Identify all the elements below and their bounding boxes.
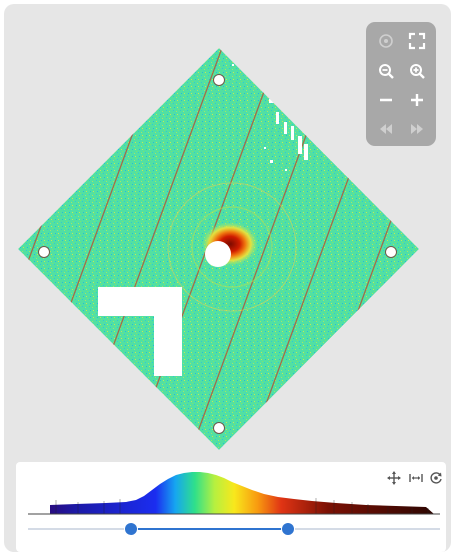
pan-button[interactable] (385, 470, 403, 486)
fullscreen-icon (408, 32, 426, 50)
mounting-holes (38, 74, 397, 434)
range-slider-high-thumb[interactable] (281, 523, 294, 535)
fullscreen-button[interactable] (402, 28, 432, 54)
range-slider-selection (131, 528, 288, 530)
viewer-toolbar (366, 22, 436, 146)
histogram-fill (50, 472, 434, 514)
zoom-out-button[interactable] (371, 58, 401, 84)
beamstop-hole (205, 241, 231, 267)
minus-icon (380, 98, 392, 102)
plus-icon (411, 94, 423, 106)
fit-range-icon (409, 474, 423, 482)
zoom-out-icon (379, 64, 394, 79)
fit-range-button[interactable] (407, 470, 425, 486)
contrast-decrease-button[interactable] (371, 87, 401, 113)
zoom-in-button[interactable] (402, 58, 432, 84)
l-shaped-mask (98, 287, 182, 376)
crosshair-toggle-button[interactable] (371, 28, 401, 54)
rewind-icon (380, 124, 392, 134)
pan-icon (387, 471, 401, 485)
zoom-in-icon (410, 64, 425, 79)
histogram-panel (16, 462, 446, 552)
range-slider-low-thumb[interactable] (125, 523, 137, 535)
previous-frame-button[interactable] (371, 116, 401, 142)
intensity-histogram (28, 472, 440, 515)
reset-view-icon (430, 472, 442, 484)
detector-viewer[interactable] (4, 4, 451, 552)
histogram-spikes (55, 498, 429, 514)
fast-forward-icon (411, 124, 423, 134)
contrast-increase-button[interactable] (402, 87, 432, 113)
next-frame-button[interactable] (402, 116, 432, 142)
reset-view-button[interactable] (427, 470, 445, 486)
crosshair-icon (379, 34, 393, 48)
detector-image[interactable] (4, 4, 451, 552)
